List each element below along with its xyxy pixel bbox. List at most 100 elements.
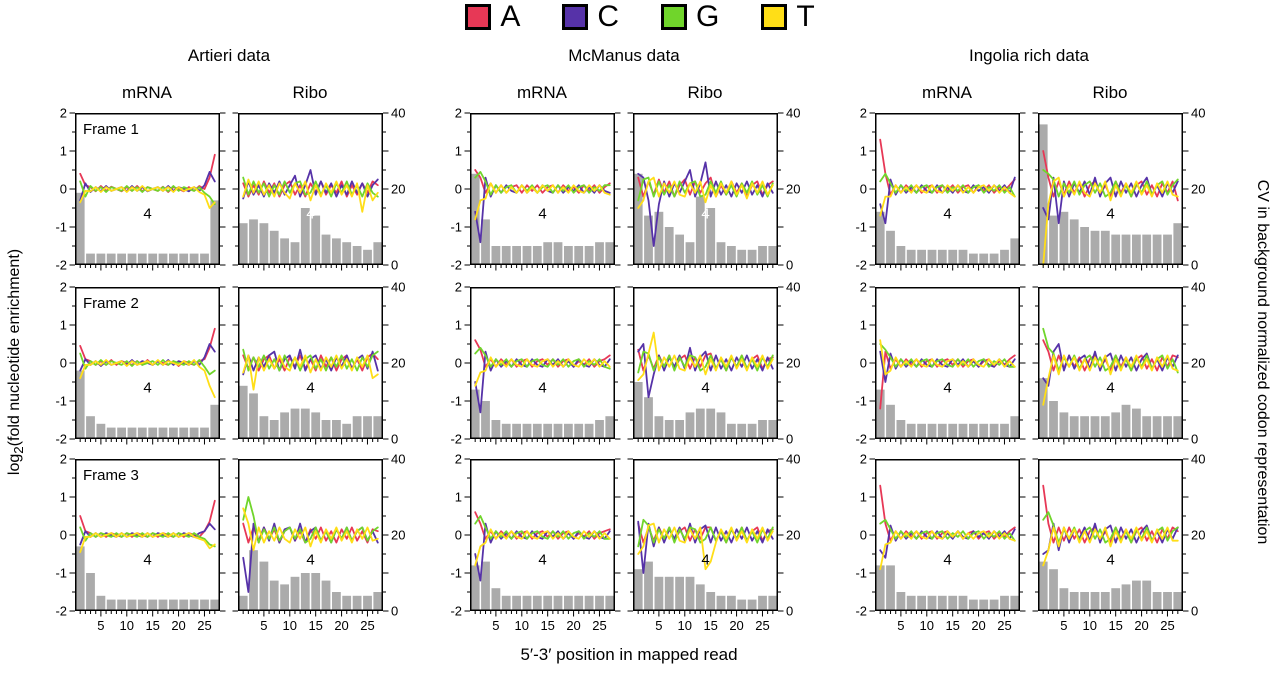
cv-bar <box>86 573 95 611</box>
cv-bar <box>917 249 926 265</box>
left-tick-label: 0 <box>60 356 67 371</box>
cv-bar <box>512 595 521 611</box>
cv-bar <box>564 595 573 611</box>
cv-bar <box>695 584 705 611</box>
legend-item-a: A <box>465 2 520 32</box>
cv-bar <box>1142 416 1152 439</box>
cv-bar <box>210 200 220 265</box>
cv-bar <box>664 227 674 265</box>
panel-border <box>238 113 383 265</box>
cv-bar <box>1049 215 1058 265</box>
cv-bar <box>727 246 736 265</box>
cv-bar <box>1121 584 1131 611</box>
cv-bar <box>747 249 757 265</box>
cv-bar <box>1121 404 1131 439</box>
cv-bar <box>989 253 999 265</box>
cv-bar <box>106 599 116 611</box>
cv-bar <box>675 234 684 265</box>
cv-bar <box>875 211 885 265</box>
left-tick-label: 2 <box>60 106 67 121</box>
bottom-axis-label: 5′-3′ position in mapped read <box>520 645 738 664</box>
cv-bar <box>958 595 968 611</box>
cv-bar <box>1049 401 1058 439</box>
panel-border <box>1038 459 1183 611</box>
cv-bar <box>352 416 362 439</box>
right-tick-label: 0 <box>1191 258 1198 273</box>
x-tick-label: 15 <box>145 618 159 633</box>
panel-border <box>470 287 615 439</box>
cv-bar <box>1059 211 1069 265</box>
legend-label-t: T <box>796 0 815 33</box>
cv-bar <box>553 242 563 265</box>
x-tick-label: 15 <box>945 618 959 633</box>
left-tick-label: -2 <box>450 604 462 619</box>
cv-bar <box>259 416 269 439</box>
cv-bar <box>1059 588 1069 611</box>
cv-bar <box>896 246 906 265</box>
cv-bar <box>106 253 116 265</box>
left-tick-label: 1 <box>60 144 67 159</box>
cv-bar <box>584 595 594 611</box>
cv-bar <box>685 576 695 611</box>
right-tick-label: 20 <box>786 356 800 371</box>
x-tick-label: 5 <box>492 618 499 633</box>
right-tick-label: 0 <box>1191 604 1198 619</box>
cv-bar <box>1069 219 1079 265</box>
cv-bar <box>595 420 604 439</box>
cv-bar <box>1173 223 1183 265</box>
cv-bar <box>685 242 695 265</box>
cv-bar <box>1038 124 1048 266</box>
cv-bar <box>501 595 511 611</box>
cv-bar <box>695 408 705 439</box>
annotation-4: 4 <box>943 380 951 397</box>
cv-bar <box>352 595 362 611</box>
right-tick-label: 20 <box>391 528 405 543</box>
series-line-G <box>242 496 379 544</box>
cv-bar <box>758 595 767 611</box>
cv-bar <box>1173 592 1183 611</box>
group-title-mcmanus: McManus data <box>568 46 680 65</box>
cv-bar <box>158 427 168 439</box>
panel-border <box>875 287 1020 439</box>
legend-swatch-c <box>562 4 589 30</box>
left-tick-label: 1 <box>455 318 462 333</box>
left-tick-label: -2 <box>855 258 867 273</box>
left-tick-label: 2 <box>60 280 67 295</box>
left-tick-label: 2 <box>860 452 867 467</box>
cv-bar <box>595 595 604 611</box>
cv-bar <box>311 215 321 265</box>
annotation-4: 4 <box>1106 206 1114 223</box>
left-tick-label: -1 <box>855 566 867 581</box>
col-title-mcmanus-mrna: mRNA <box>516 83 568 102</box>
cv-bar <box>633 382 643 439</box>
cv-bar <box>280 238 289 265</box>
cv-bar <box>117 427 126 439</box>
left-tick-label: 2 <box>860 280 867 295</box>
cv-bar <box>300 408 310 439</box>
cv-bar <box>1163 592 1172 611</box>
panel-artieri-ribo-frame2: 40 20 0 4 <box>232 280 405 447</box>
cv-bar <box>127 427 137 439</box>
cv-bar <box>989 599 999 611</box>
cv-bar <box>117 599 126 611</box>
cv-bar <box>1142 234 1152 265</box>
cv-bar <box>747 423 757 439</box>
x-tick-label: 10 <box>920 618 934 633</box>
cv-bar <box>1069 592 1079 611</box>
cv-bar <box>584 423 594 439</box>
cv-bar <box>768 595 778 611</box>
frame-label: Frame 3 <box>83 467 139 484</box>
cv-bar <box>758 420 767 439</box>
cv-bar <box>664 576 674 611</box>
cv-bar <box>280 584 289 611</box>
left-tick-label: 0 <box>60 182 67 197</box>
cv-bar <box>927 249 937 265</box>
legend-swatch-t <box>761 4 788 30</box>
legend-item-t: T <box>761 0 815 33</box>
legend-swatch-g <box>661 4 687 30</box>
cv-bar <box>491 246 501 265</box>
series-line-G <box>879 172 1016 198</box>
cv-bar <box>875 565 885 611</box>
x-tick-label: 5 <box>897 618 904 633</box>
x-tick-label: 15 <box>1108 618 1122 633</box>
